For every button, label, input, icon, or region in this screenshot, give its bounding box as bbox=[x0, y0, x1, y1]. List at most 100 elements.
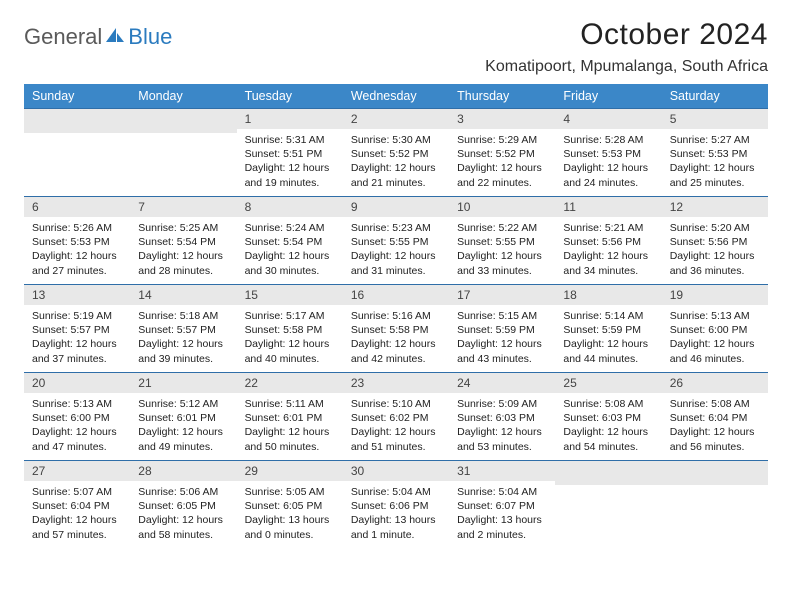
day-content: Sunrise: 5:28 AMSunset: 5:53 PMDaylight:… bbox=[555, 129, 661, 196]
daylight-line: Daylight: 12 hours and 54 minutes. bbox=[563, 425, 653, 453]
weekday-header: Sunday bbox=[24, 84, 130, 109]
daylight-line: Daylight: 12 hours and 19 minutes. bbox=[245, 161, 335, 189]
location-label: Komatipoort, Mpumalanga, South Africa bbox=[485, 58, 768, 76]
sunset-line: Sunset: 6:01 PM bbox=[245, 411, 335, 425]
day-number-bar: 9 bbox=[343, 197, 449, 217]
day-number-bar: 13 bbox=[24, 285, 130, 305]
calendar-cell: 31Sunrise: 5:04 AMSunset: 6:07 PMDayligh… bbox=[449, 461, 555, 549]
day-content: Sunrise: 5:11 AMSunset: 6:01 PMDaylight:… bbox=[237, 393, 343, 460]
daylight-line: Daylight: 12 hours and 36 minutes. bbox=[670, 249, 760, 277]
sunrise-line: Sunrise: 5:17 AM bbox=[245, 309, 335, 323]
sunset-line: Sunset: 5:59 PM bbox=[457, 323, 547, 337]
sunset-line: Sunset: 5:53 PM bbox=[32, 235, 122, 249]
daylight-line: Daylight: 12 hours and 28 minutes. bbox=[138, 249, 228, 277]
day-content: Sunrise: 5:22 AMSunset: 5:55 PMDaylight:… bbox=[449, 217, 555, 284]
day-number: 1 bbox=[237, 109, 343, 129]
day-number-bar: 22 bbox=[237, 373, 343, 393]
day-number-bar: 18 bbox=[555, 285, 661, 305]
day-content: Sunrise: 5:25 AMSunset: 5:54 PMDaylight:… bbox=[130, 217, 236, 284]
day-number: 9 bbox=[343, 197, 449, 217]
calendar-row: 27Sunrise: 5:07 AMSunset: 6:04 PMDayligh… bbox=[24, 461, 768, 549]
day-content: Sunrise: 5:04 AMSunset: 6:07 PMDaylight:… bbox=[449, 481, 555, 548]
sunrise-line: Sunrise: 5:09 AM bbox=[457, 397, 547, 411]
calendar-cell: 24Sunrise: 5:09 AMSunset: 6:03 PMDayligh… bbox=[449, 373, 555, 461]
sunrise-line: Sunrise: 5:19 AM bbox=[32, 309, 122, 323]
daylight-line: Daylight: 12 hours and 39 minutes. bbox=[138, 337, 228, 365]
day-number: 23 bbox=[343, 373, 449, 393]
sunset-line: Sunset: 6:01 PM bbox=[138, 411, 228, 425]
day-number: 31 bbox=[449, 461, 555, 481]
day-number-bar: 5 bbox=[662, 109, 768, 129]
sunrise-line: Sunrise: 5:29 AM bbox=[457, 133, 547, 147]
sunrise-line: Sunrise: 5:18 AM bbox=[138, 309, 228, 323]
sunrise-line: Sunrise: 5:15 AM bbox=[457, 309, 547, 323]
sunset-line: Sunset: 5:52 PM bbox=[351, 147, 441, 161]
sunrise-line: Sunrise: 5:08 AM bbox=[670, 397, 760, 411]
daylight-line: Daylight: 12 hours and 37 minutes. bbox=[32, 337, 122, 365]
calendar-cell: 20Sunrise: 5:13 AMSunset: 6:00 PMDayligh… bbox=[24, 373, 130, 461]
weekday-header-row: SundayMondayTuesdayWednesdayThursdayFrid… bbox=[24, 84, 768, 109]
day-content: Sunrise: 5:13 AMSunset: 6:00 PMDaylight:… bbox=[662, 305, 768, 372]
day-number: 3 bbox=[449, 109, 555, 129]
day-number: 18 bbox=[555, 285, 661, 305]
day-content: Sunrise: 5:26 AMSunset: 5:53 PMDaylight:… bbox=[24, 217, 130, 284]
calendar-cell: 22Sunrise: 5:11 AMSunset: 6:01 PMDayligh… bbox=[237, 373, 343, 461]
calendar-cell-empty bbox=[24, 109, 130, 197]
daylight-line: Daylight: 12 hours and 21 minutes. bbox=[351, 161, 441, 189]
daylight-line: Daylight: 12 hours and 49 minutes. bbox=[138, 425, 228, 453]
calendar-cell: 17Sunrise: 5:15 AMSunset: 5:59 PMDayligh… bbox=[449, 285, 555, 373]
day-number: 27 bbox=[24, 461, 130, 481]
day-content: Sunrise: 5:27 AMSunset: 5:53 PMDaylight:… bbox=[662, 129, 768, 196]
day-number-bar: 15 bbox=[237, 285, 343, 305]
calendar-table: SundayMondayTuesdayWednesdayThursdayFrid… bbox=[24, 84, 768, 549]
sunset-line: Sunset: 5:53 PM bbox=[563, 147, 653, 161]
calendar-cell-empty bbox=[662, 461, 768, 549]
sunset-line: Sunset: 5:55 PM bbox=[457, 235, 547, 249]
day-number: 30 bbox=[343, 461, 449, 481]
daylight-line: Daylight: 12 hours and 27 minutes. bbox=[32, 249, 122, 277]
sunrise-line: Sunrise: 5:28 AM bbox=[563, 133, 653, 147]
calendar-cell: 30Sunrise: 5:04 AMSunset: 6:06 PMDayligh… bbox=[343, 461, 449, 549]
day-number: 8 bbox=[237, 197, 343, 217]
sunset-line: Sunset: 6:04 PM bbox=[32, 499, 122, 513]
day-number: 13 bbox=[24, 285, 130, 305]
calendar-cell: 29Sunrise: 5:05 AMSunset: 6:05 PMDayligh… bbox=[237, 461, 343, 549]
day-number: 25 bbox=[555, 373, 661, 393]
weekday-header: Monday bbox=[130, 84, 236, 109]
day-content: Sunrise: 5:09 AMSunset: 6:03 PMDaylight:… bbox=[449, 393, 555, 460]
day-number: 28 bbox=[130, 461, 236, 481]
calendar-cell: 14Sunrise: 5:18 AMSunset: 5:57 PMDayligh… bbox=[130, 285, 236, 373]
day-number-bar: 28 bbox=[130, 461, 236, 481]
day-number-bar: 23 bbox=[343, 373, 449, 393]
sunset-line: Sunset: 5:59 PM bbox=[563, 323, 653, 337]
day-number-bar-empty bbox=[24, 109, 130, 133]
sunrise-line: Sunrise: 5:21 AM bbox=[563, 221, 653, 235]
sunset-line: Sunset: 5:55 PM bbox=[351, 235, 441, 249]
day-number: 24 bbox=[449, 373, 555, 393]
sunrise-line: Sunrise: 5:26 AM bbox=[32, 221, 122, 235]
day-number: 2 bbox=[343, 109, 449, 129]
day-number-bar: 24 bbox=[449, 373, 555, 393]
day-number-bar: 14 bbox=[130, 285, 236, 305]
day-number-bar: 1 bbox=[237, 109, 343, 129]
sunset-line: Sunset: 5:52 PM bbox=[457, 147, 547, 161]
sunrise-line: Sunrise: 5:30 AM bbox=[351, 133, 441, 147]
calendar-cell: 27Sunrise: 5:07 AMSunset: 6:04 PMDayligh… bbox=[24, 461, 130, 549]
day-content: Sunrise: 5:20 AMSunset: 5:56 PMDaylight:… bbox=[662, 217, 768, 284]
sunset-line: Sunset: 5:51 PM bbox=[245, 147, 335, 161]
day-number: 5 bbox=[662, 109, 768, 129]
sunset-line: Sunset: 5:56 PM bbox=[563, 235, 653, 249]
calendar-body: 1Sunrise: 5:31 AMSunset: 5:51 PMDaylight… bbox=[24, 109, 768, 549]
day-content: Sunrise: 5:24 AMSunset: 5:54 PMDaylight:… bbox=[237, 217, 343, 284]
weekday-header: Saturday bbox=[662, 84, 768, 109]
day-number: 19 bbox=[662, 285, 768, 305]
sunset-line: Sunset: 6:03 PM bbox=[563, 411, 653, 425]
calendar-row: 6Sunrise: 5:26 AMSunset: 5:53 PMDaylight… bbox=[24, 197, 768, 285]
day-content: Sunrise: 5:30 AMSunset: 5:52 PMDaylight:… bbox=[343, 129, 449, 196]
calendar-cell: 2Sunrise: 5:30 AMSunset: 5:52 PMDaylight… bbox=[343, 109, 449, 197]
day-content: Sunrise: 5:17 AMSunset: 5:58 PMDaylight:… bbox=[237, 305, 343, 372]
day-content: Sunrise: 5:23 AMSunset: 5:55 PMDaylight:… bbox=[343, 217, 449, 284]
calendar-cell: 23Sunrise: 5:10 AMSunset: 6:02 PMDayligh… bbox=[343, 373, 449, 461]
day-number-bar: 31 bbox=[449, 461, 555, 481]
day-number-bar: 17 bbox=[449, 285, 555, 305]
